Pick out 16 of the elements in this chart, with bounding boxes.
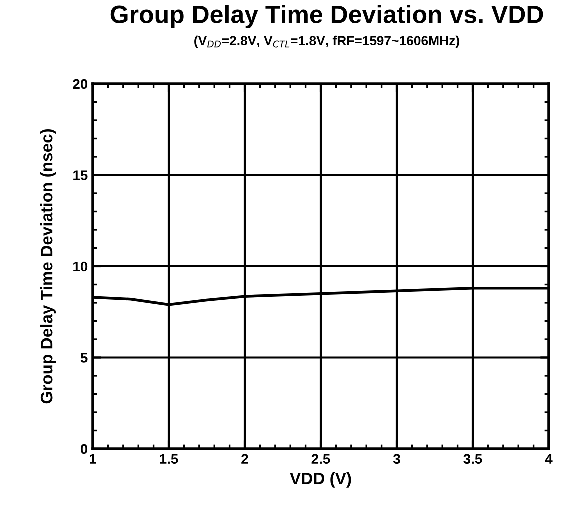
x-tick-label: 4 xyxy=(545,454,553,464)
x-tick-label: 3.5 xyxy=(464,454,482,464)
x-tick-label: 3 xyxy=(393,454,400,464)
x-tick-label: 1.5 xyxy=(160,454,178,464)
y-tick-label: 20 xyxy=(73,79,88,90)
y-tick-label: 0 xyxy=(80,444,88,454)
chart-subtitle: (V$_{DD}$=2.8V, V$_{CTL}$=1.8V, fRF=1597~1606MHz) xyxy=(194,36,460,48)
y-tick-label: 10 xyxy=(74,262,88,272)
chart-title: Group Delay Time Deviation vs. VDD xyxy=(110,5,544,28)
x-tick-label: 1 xyxy=(90,454,96,464)
x-tick-label: 2.5 xyxy=(312,454,330,464)
x-tick-label: 2 xyxy=(242,454,248,464)
y-tick-label: 15 xyxy=(74,170,88,180)
x-axis-title: VDD (V) xyxy=(290,472,352,488)
y-tick-label: 5 xyxy=(80,353,88,363)
y-axis-title: Group Delay Time Deviation (nsec) xyxy=(40,129,56,404)
